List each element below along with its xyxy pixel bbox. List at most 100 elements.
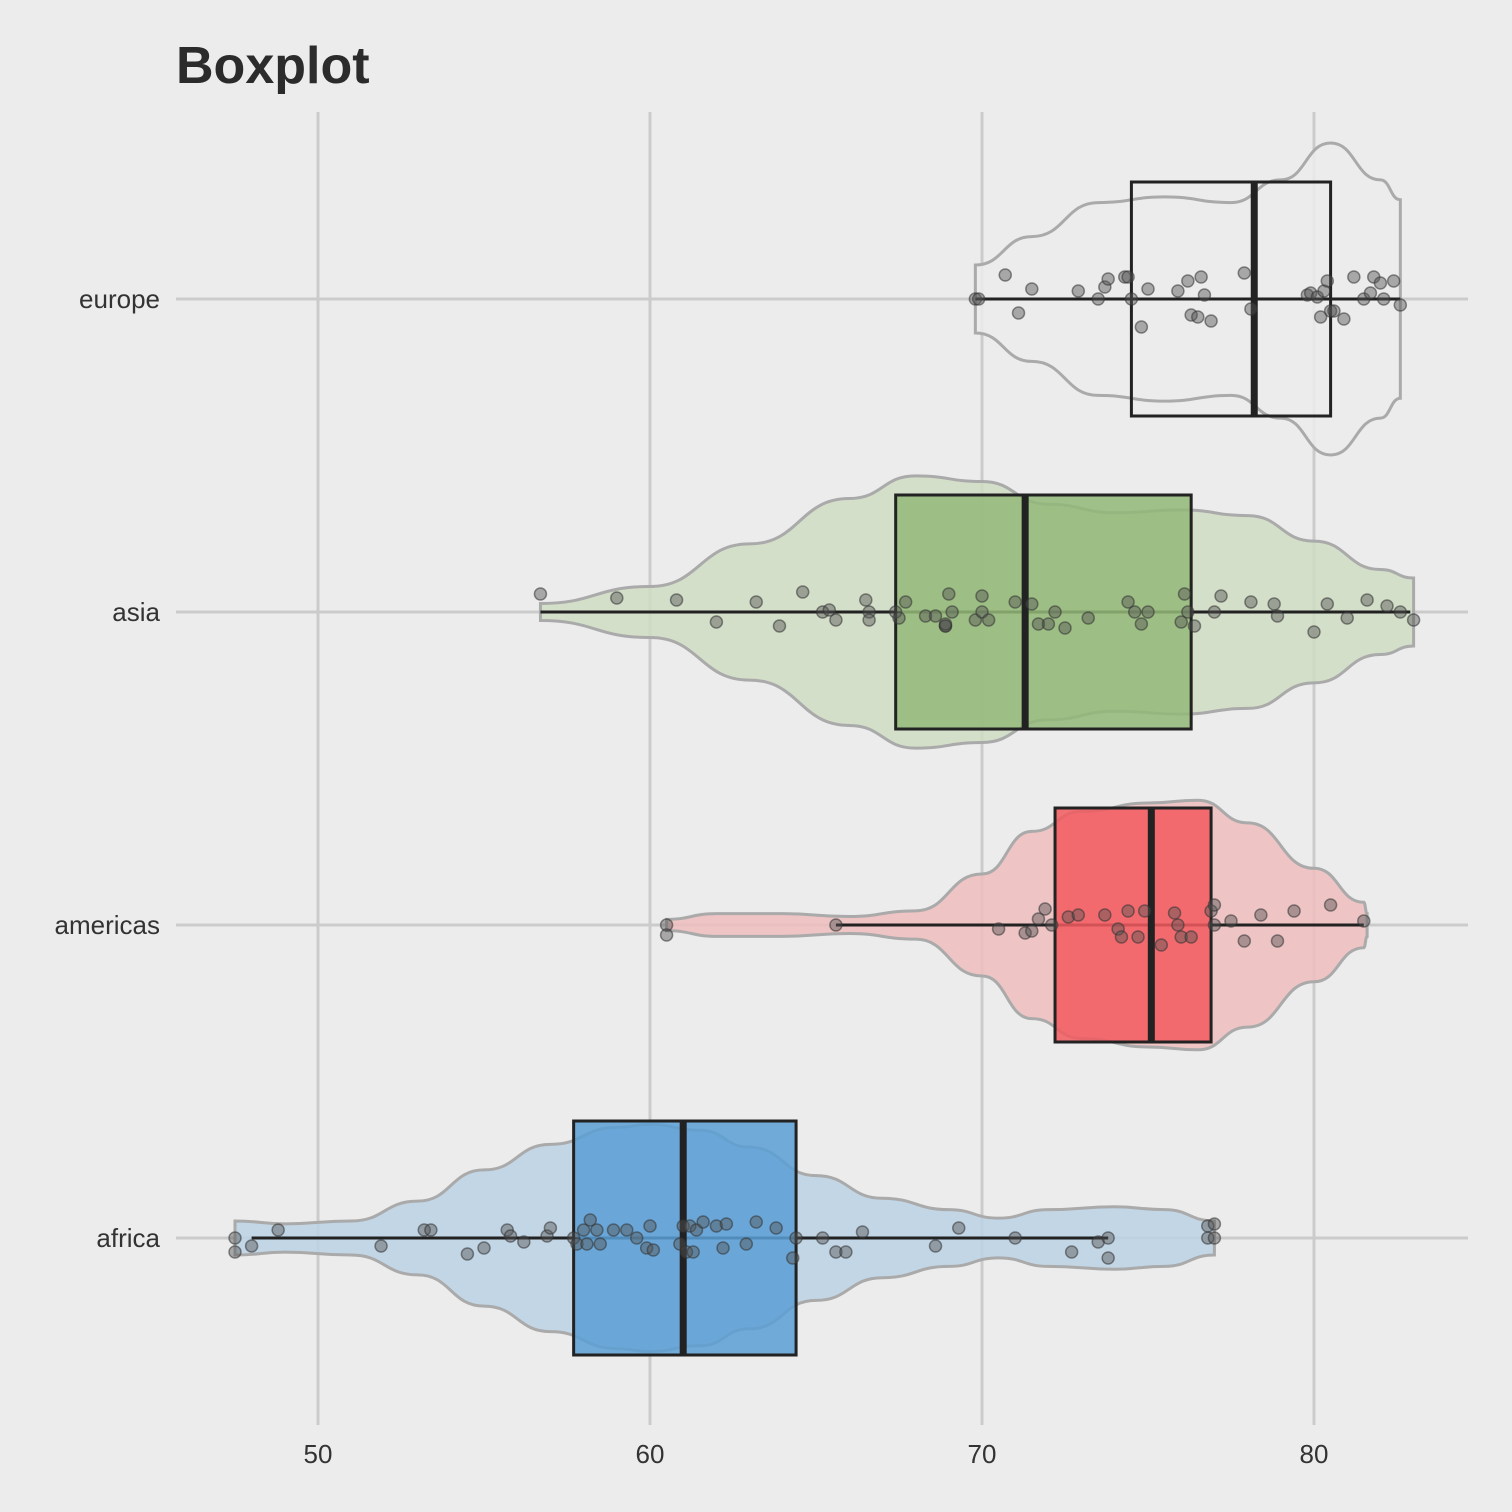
data-point bbox=[1237, 266, 1252, 280]
data-point bbox=[1313, 310, 1328, 324]
data-point bbox=[1174, 930, 1188, 944]
data-point bbox=[945, 605, 959, 619]
data-point bbox=[1131, 930, 1145, 944]
data-point bbox=[829, 918, 843, 932]
data-point bbox=[1287, 904, 1301, 918]
data-point bbox=[1121, 595, 1135, 609]
data-point bbox=[1134, 320, 1149, 334]
data-point bbox=[938, 617, 953, 631]
data-point bbox=[1337, 312, 1351, 326]
data-point bbox=[1184, 930, 1198, 944]
data-point bbox=[942, 587, 956, 601]
data-point bbox=[1134, 617, 1149, 631]
data-point bbox=[1171, 284, 1185, 298]
data-point bbox=[1244, 595, 1258, 609]
data-point bbox=[228, 1245, 242, 1259]
data-point bbox=[975, 589, 989, 603]
data-point bbox=[1114, 930, 1129, 944]
data-point bbox=[1044, 918, 1059, 932]
data-point bbox=[244, 1239, 259, 1253]
data-point bbox=[1038, 902, 1052, 916]
data-point bbox=[749, 595, 763, 609]
data-point bbox=[786, 1251, 800, 1265]
data-point bbox=[540, 1229, 554, 1243]
y-axis-ticks: europe asia americas africa bbox=[55, 284, 161, 1253]
data-point bbox=[1320, 274, 1335, 288]
data-point bbox=[1207, 918, 1222, 932]
data-point bbox=[590, 1223, 604, 1237]
data-point bbox=[1307, 625, 1321, 639]
box-europe bbox=[1129, 180, 1333, 418]
data-point bbox=[1091, 292, 1105, 306]
data-point bbox=[477, 1241, 491, 1255]
data-point bbox=[1101, 1231, 1115, 1245]
group-americas bbox=[659, 798, 1371, 1052]
data-point bbox=[543, 1221, 558, 1235]
data-point bbox=[696, 1215, 710, 1229]
data-point bbox=[533, 587, 548, 601]
data-point bbox=[1224, 914, 1238, 928]
data-point bbox=[719, 1217, 734, 1231]
data-point bbox=[1071, 284, 1086, 298]
data-point bbox=[789, 1231, 803, 1245]
data-point bbox=[815, 1231, 830, 1245]
data-point bbox=[822, 603, 837, 617]
data-point bbox=[855, 1225, 870, 1239]
data-point bbox=[892, 611, 906, 625]
data-point bbox=[918, 609, 933, 623]
data-point bbox=[659, 928, 674, 942]
group-europe bbox=[968, 141, 1408, 457]
data-point bbox=[1177, 587, 1192, 601]
data-point bbox=[1207, 605, 1222, 619]
data-point bbox=[1323, 304, 1338, 318]
data-point bbox=[1008, 1231, 1022, 1245]
data-point bbox=[620, 1223, 634, 1237]
data-point bbox=[772, 619, 787, 633]
group-africa bbox=[228, 1119, 1222, 1357]
data-point bbox=[739, 1237, 754, 1251]
data-point bbox=[1386, 274, 1401, 288]
data-point bbox=[610, 591, 624, 605]
y-tick-label: europe bbox=[79, 284, 160, 314]
data-point bbox=[1317, 284, 1331, 298]
data-point bbox=[1121, 904, 1135, 918]
data-point bbox=[517, 1235, 531, 1249]
data-point bbox=[829, 1245, 843, 1259]
data-point bbox=[1254, 908, 1268, 922]
data-point bbox=[716, 1241, 730, 1255]
data-point bbox=[1127, 605, 1142, 619]
data-point bbox=[795, 585, 810, 599]
data-point bbox=[1393, 298, 1408, 312]
plot-groups bbox=[228, 141, 1421, 1357]
data-point bbox=[1118, 270, 1132, 284]
data-point bbox=[580, 1237, 594, 1251]
data-point bbox=[839, 1245, 853, 1259]
data-point bbox=[1071, 908, 1086, 922]
data-point bbox=[1111, 922, 1125, 936]
data-point bbox=[1187, 619, 1202, 633]
data-point bbox=[1141, 605, 1155, 619]
data-point bbox=[1323, 898, 1338, 912]
data-point bbox=[1393, 605, 1408, 619]
data-point bbox=[1406, 613, 1421, 627]
data-point bbox=[503, 1229, 518, 1243]
data-point bbox=[749, 1215, 763, 1229]
data-point bbox=[1137, 904, 1152, 918]
data-point bbox=[1237, 934, 1252, 948]
box-americas bbox=[1053, 806, 1213, 1044]
data-point bbox=[1357, 914, 1371, 928]
data-point bbox=[570, 1237, 584, 1251]
data-point bbox=[1081, 611, 1095, 625]
data-point bbox=[1363, 286, 1378, 300]
x-tick-label: 60 bbox=[636, 1439, 665, 1469]
x-axis-ticks: 50 60 70 80 bbox=[304, 1439, 1329, 1469]
data-point bbox=[769, 1221, 783, 1235]
x-tick-label: 80 bbox=[1300, 1439, 1329, 1469]
data-point bbox=[1121, 270, 1135, 284]
data-point bbox=[1171, 918, 1185, 932]
y-tick-label: africa bbox=[96, 1223, 160, 1253]
data-point bbox=[1008, 595, 1022, 609]
data-point bbox=[709, 615, 724, 629]
data-point bbox=[1031, 912, 1046, 926]
